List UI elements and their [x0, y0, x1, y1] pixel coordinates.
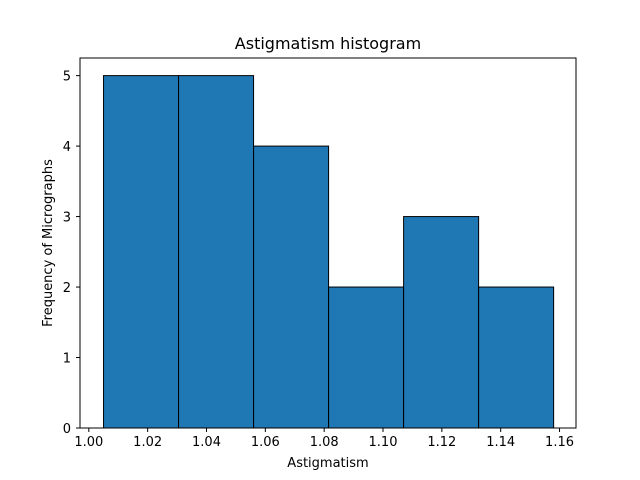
x-tick-label-2: 1.04: [192, 435, 221, 450]
y-tick-label-4: 4: [63, 140, 71, 155]
histogram-bar-1: [103, 75, 180, 429]
x-tick-label-7: 1.14: [486, 435, 515, 450]
x-tick-label-3: 1.06: [251, 435, 280, 450]
y-tick-label-1: 1: [63, 352, 71, 367]
chart-title: Astigmatism histogram: [235, 34, 421, 53]
y-tick-label-3: 3: [63, 211, 71, 226]
y-axis-label: Frequency of Micrographs: [41, 159, 56, 327]
plot-frame: [79, 57, 577, 429]
y-tick-label-2: 2: [63, 281, 71, 296]
x-tick-label-4: 1.08: [310, 435, 339, 450]
histogram-bar-5: [403, 216, 480, 429]
x-axis: 1.00 1.02 1.04 1.06 1.08 1.10 1.12 1.14 1.16: [74, 428, 574, 450]
histogram-bar-2: [178, 75, 255, 429]
histogram-bar-4: [328, 286, 405, 429]
histogram-bar-3: [253, 145, 330, 429]
y-tick-label-5: 5: [63, 70, 71, 85]
y-tick-label-0: 0: [63, 422, 71, 437]
x-tick-label-6: 1.12: [427, 435, 456, 450]
x-tick-label-5: 1.10: [369, 435, 398, 450]
x-tick-label-0: 1.00: [74, 435, 103, 450]
bars-group: [103, 75, 555, 429]
x-axis-label: Astigmatism: [287, 456, 368, 471]
x-tick-label-8: 1.16: [545, 435, 574, 450]
x-tick-label-1: 1.02: [133, 435, 162, 450]
histogram-bar-6: [478, 286, 555, 429]
y-axis: 0 1 2 3 4 5: [63, 70, 80, 437]
